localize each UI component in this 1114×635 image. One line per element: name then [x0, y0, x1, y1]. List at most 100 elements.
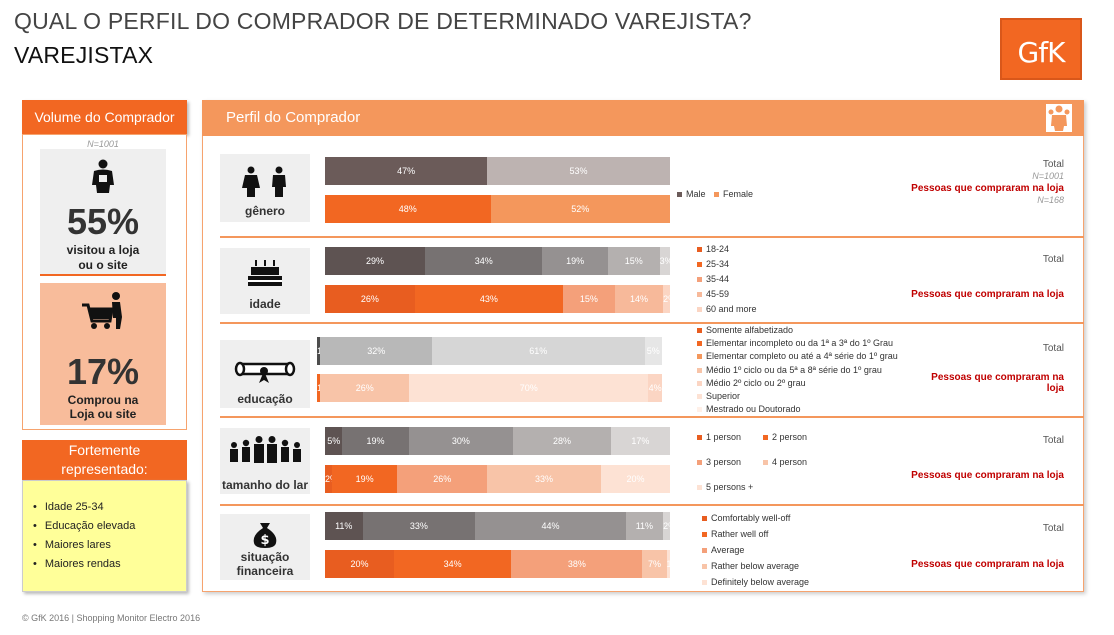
page-subtitle: VAREJISTAX — [14, 42, 154, 68]
page-title: QUAL O PERFIL DO COMPRADOR DE DETERMINAD… — [14, 8, 752, 34]
finance-label: situação financeira — [236, 550, 294, 578]
bar-segment: 19% — [331, 465, 398, 493]
legend-item: 2 person — [763, 432, 807, 442]
legend-item: 1 person — [697, 432, 741, 442]
bar-segment: 26% — [325, 285, 415, 313]
bar-segment: 4% — [648, 374, 662, 402]
gender-shop-label: Pessoas que compraram na loja — [911, 183, 1064, 194]
bar-segment: 2% — [663, 285, 670, 313]
education-shop-label-2: loja — [1046, 383, 1064, 394]
bought-line1: Comprou na — [67, 393, 139, 407]
bar-segment: 1% — [317, 374, 321, 402]
strongly-represented-header: Fortemente representado: — [22, 440, 187, 480]
group-icon — [1046, 104, 1072, 132]
bought-pct: 17% — [66, 351, 140, 392]
legend-item: 5 persons + — [697, 482, 753, 492]
legend-item: Superior — [697, 391, 740, 401]
bar-segment: 33% — [487, 465, 601, 493]
forte-item: Maiores rendas — [33, 558, 186, 570]
section-divider — [220, 236, 1084, 238]
legend-item: Definitely below average — [702, 577, 809, 587]
profile-header: Perfil do Comprador — [202, 100, 1084, 136]
bar-segment: 29% — [325, 247, 426, 275]
legend-item: 3 person — [697, 457, 741, 467]
education-icon-box: educação — [220, 340, 310, 408]
shopping-cart-icon — [82, 292, 122, 329]
age-label: idade — [249, 297, 281, 311]
bar-segment: 61% — [432, 337, 645, 365]
forte-item: Maiores lares — [33, 539, 186, 551]
legend-item: 60 and more — [697, 304, 757, 314]
bar-segment: 30% — [408, 427, 514, 455]
n-label: N=1001 — [87, 139, 119, 149]
bought-card: 17% Comprou na Loja ou site — [40, 283, 166, 425]
gender-icon-box: gênero — [220, 154, 310, 222]
bar-segment: 5% — [325, 427, 343, 455]
gender-legend: Male Female — [677, 189, 753, 199]
finance-shop-label: Pessoas que compraram na loja — [911, 559, 1064, 570]
diploma-icon — [234, 361, 296, 383]
legend-item: Mestrado ou Doutorado — [697, 404, 801, 414]
legend-item: Rather below average — [702, 561, 799, 571]
finance-icon-box: $ situação financeira — [220, 514, 310, 580]
bar-segment: 15% — [607, 247, 660, 275]
legend-item: Elementar completo ou até a 4ª série do … — [697, 351, 898, 361]
household-icon-box: tamanho do lar — [220, 428, 310, 494]
legend-item: Average — [702, 545, 744, 555]
forte-item: Educação elevada — [33, 520, 186, 532]
bar-segment: 1% — [317, 337, 321, 365]
legend-item: 18-24 — [697, 244, 729, 254]
age-shop-label: Pessoas que compraram na loja — [911, 289, 1064, 300]
bar-segment: 17% — [610, 427, 670, 455]
legend-item: Elementar incompleto ou da 1ª a 3ª do 1º… — [697, 338, 893, 348]
bar-segment: 14% — [614, 285, 664, 313]
family-icon — [230, 436, 301, 463]
legend-item: Comfortably well-off — [702, 513, 790, 523]
education-label: educação — [237, 392, 293, 406]
bar-segment: 20% — [325, 550, 394, 578]
gfk-logo: GfK — [1000, 18, 1082, 80]
footer: © GfK 2016 | Shopping Monitor Electro 20… — [22, 613, 201, 623]
volume-header: Volume do Comprador — [22, 100, 187, 134]
bar-segment: 52% — [490, 195, 670, 223]
bar-segment: 26% — [397, 465, 488, 493]
gender-icon — [242, 166, 286, 197]
section-divider — [220, 504, 1084, 506]
bar-segment: 1% — [666, 550, 670, 578]
bar-segment: 5% — [644, 337, 662, 365]
legend-item: Somente alfabetizado — [697, 325, 793, 335]
section-divider — [220, 416, 1084, 418]
bar-segment: 19% — [342, 427, 409, 455]
shopper-icon — [92, 159, 114, 193]
bar-segment: 2% — [663, 512, 670, 540]
bar-segment: 7% — [642, 550, 667, 578]
legend-item: Médio 1º ciclo ou da 5ª a 8ª série do 1º… — [697, 365, 882, 375]
household-shop-label: Pessoas que compraram na loja — [911, 470, 1064, 481]
bar-segment: 44% — [475, 512, 626, 540]
bar-segment: 28% — [513, 427, 611, 455]
bar-segment: 34% — [425, 247, 543, 275]
legend-item: 25-34 — [697, 259, 729, 269]
age-total-label: Total — [1042, 254, 1064, 265]
bar-segment: 33% — [362, 512, 476, 540]
bar-segment: 3% — [659, 247, 670, 275]
visited-pct: 55% — [66, 201, 140, 242]
bar-segment: 15% — [563, 285, 615, 313]
visited-line1: visitou a loja — [66, 243, 140, 257]
bar-segment: 43% — [414, 285, 564, 313]
bar-segment: 53% — [487, 157, 670, 185]
bar-segment: 11% — [625, 512, 664, 540]
bar-segment: 20% — [601, 465, 670, 493]
legend-item: 45-59 — [697, 289, 729, 299]
bar-segment: 70% — [409, 374, 649, 402]
gender-label: gênero — [244, 204, 285, 218]
bought-line2: Loja ou site — [69, 407, 137, 421]
birthday-cake-icon — [248, 260, 282, 286]
household-total-label: Total — [1042, 435, 1064, 446]
gender-total-label: Total — [1042, 159, 1064, 170]
strongly-represented-box: Idade 25-34 Educação elevada Maiores lar… — [22, 480, 187, 592]
gender-total-n: N=1001 — [1032, 171, 1064, 181]
bar-segment: 26% — [320, 374, 410, 402]
svg-text:$: $ — [260, 533, 269, 548]
bar-segment: 34% — [394, 550, 512, 578]
